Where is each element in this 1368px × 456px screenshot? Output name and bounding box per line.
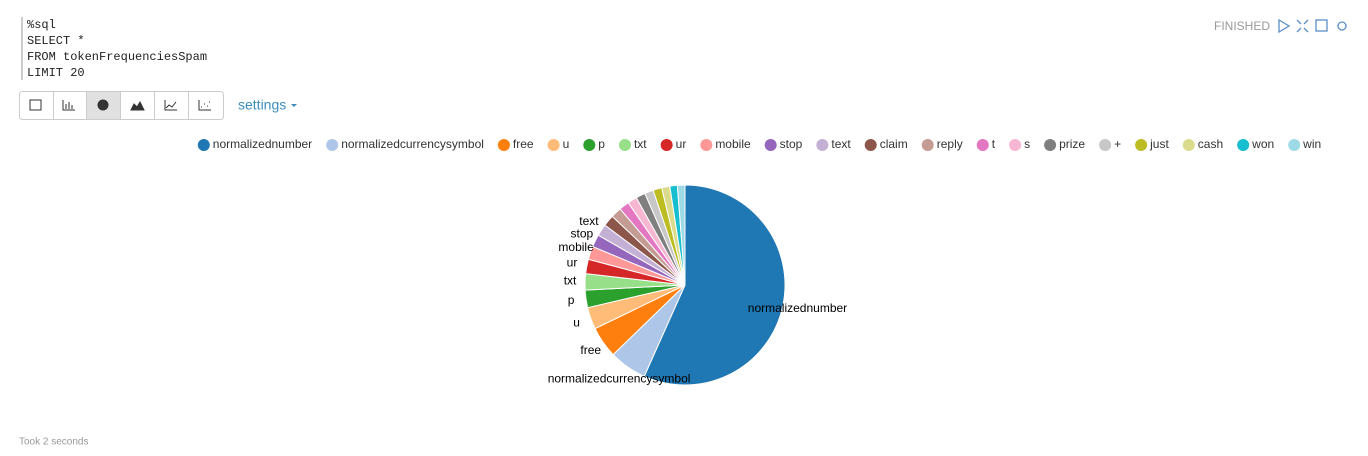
slice-label: normalizednumber [748, 301, 847, 315]
legend-swatch [1182, 139, 1195, 151]
legend-label: s [1024, 137, 1030, 151]
legend-item[interactable]: win [1288, 137, 1321, 151]
legend-swatch [618, 139, 631, 151]
legend-swatch [326, 139, 339, 151]
legend-label: txt [634, 137, 647, 151]
code-line: LIMIT 20 [27, 66, 85, 80]
status: FINISHED [1214, 19, 1270, 33]
slice-label: p [568, 293, 575, 307]
legend-item[interactable]: just [1135, 137, 1169, 151]
legend-label: t [992, 137, 996, 151]
slice-label: mobile [558, 240, 594, 254]
legend-label: + [1114, 137, 1121, 151]
legend-swatch [976, 139, 989, 151]
table-icon[interactable] [29, 99, 42, 111]
legend: normalizednumber normalizedcurrencysymbol… [197, 137, 1321, 151]
code-editor[interactable]: %sql SELECT * FROM tokenFrequenciesSpam LIM… [27, 18, 207, 80]
legend-label: win [1302, 137, 1321, 151]
legend-item[interactable]: + [1099, 137, 1121, 151]
legend-item[interactable]: t [976, 137, 996, 151]
legend-label: won [1251, 137, 1274, 151]
slice-label: stop [571, 226, 594, 240]
paragraph-controls [1278, 18, 1347, 34]
bar-icon[interactable] [62, 100, 75, 111]
toolbar: settings [19, 91, 297, 120]
legend-label: cash [1198, 137, 1223, 151]
legend-item[interactable]: text [816, 137, 851, 151]
legend-label: just [1149, 137, 1169, 151]
code-line: %sql [27, 18, 56, 32]
legend-label: prize [1059, 137, 1085, 151]
slice-label: free [580, 343, 601, 357]
slice-label: normalizedcurrencysymbol [548, 371, 691, 385]
legend-item[interactable]: normalizedcurrencysymbol [326, 137, 484, 151]
legend-swatch [547, 139, 560, 151]
slice-label: u [573, 316, 580, 330]
legend-swatch [1135, 139, 1148, 151]
legend-swatch [1044, 139, 1057, 151]
legend-swatch [1009, 139, 1022, 151]
legend-item[interactable]: p [583, 137, 605, 151]
legend-item[interactable]: stop [764, 137, 803, 151]
legend-swatch [497, 139, 510, 151]
legend-item[interactable]: u [547, 137, 570, 151]
legend-item[interactable]: ur [660, 137, 687, 151]
settings-link[interactable]: settings [238, 97, 286, 113]
legend-item[interactable]: claim [864, 137, 908, 151]
legend-swatch [921, 139, 934, 151]
legend-label: free [513, 137, 534, 151]
slice-label: ur [567, 256, 578, 270]
legend-item[interactable]: txt [618, 137, 647, 151]
legend-swatch [700, 139, 713, 151]
legend-item[interactable]: free [497, 137, 534, 151]
legend-label: ur [676, 137, 687, 151]
toolbar-frame [19, 91, 224, 120]
pie-icon[interactable] [97, 99, 109, 111]
legend-label: text [831, 137, 851, 151]
legend-item[interactable]: cash [1182, 137, 1223, 151]
legend-item[interactable]: mobile [700, 137, 751, 151]
legend-swatch [764, 139, 777, 151]
run-button[interactable] [1278, 18, 1291, 34]
legend-swatch [1099, 139, 1112, 151]
slice-label: text [579, 214, 599, 228]
legend-label: u [563, 137, 570, 151]
legend-swatch [197, 139, 210, 151]
legend-item[interactable]: prize [1044, 137, 1085, 151]
legend-swatch [816, 139, 829, 151]
legend-swatch [583, 139, 596, 151]
area-icon[interactable] [130, 100, 145, 111]
code-line: FROM tokenFrequenciesSpam [27, 50, 207, 64]
settings-gear[interactable] [1337, 21, 1347, 31]
footer: Took 2 seconds [19, 437, 89, 448]
collapse-button[interactable] [1296, 19, 1309, 33]
legend-label: claim [880, 137, 908, 151]
scatter-icon[interactable] [198, 100, 211, 111]
legend-label: stop [780, 137, 803, 151]
legend-label: normalizednumber [213, 137, 312, 151]
code-line: SELECT * [27, 34, 85, 48]
line-icon[interactable] [164, 100, 177, 111]
legend-label: normalizedcurrencysymbol [341, 137, 484, 151]
pie-slice [676, 184, 686, 286]
legend-item[interactable]: reply [921, 137, 963, 151]
caret [291, 104, 297, 107]
legend-item[interactable]: s [1009, 137, 1030, 151]
legend-swatch [660, 139, 673, 151]
legend-item[interactable]: won [1237, 137, 1274, 151]
legend-item[interactable]: normalizednumber [197, 137, 312, 151]
slice-label: txt [564, 274, 577, 288]
pie-chart: normalizednumber normalizedcurrencysymbol… [548, 184, 847, 386]
legend-label: mobile [715, 137, 751, 151]
pie-slice [643, 184, 786, 386]
legend-swatch [1237, 139, 1250, 151]
legend-label: p [598, 137, 605, 151]
book-button[interactable] [1315, 19, 1328, 32]
legend-swatch [1288, 139, 1301, 151]
legend-swatch [864, 139, 877, 151]
legend-label: reply [937, 137, 963, 151]
